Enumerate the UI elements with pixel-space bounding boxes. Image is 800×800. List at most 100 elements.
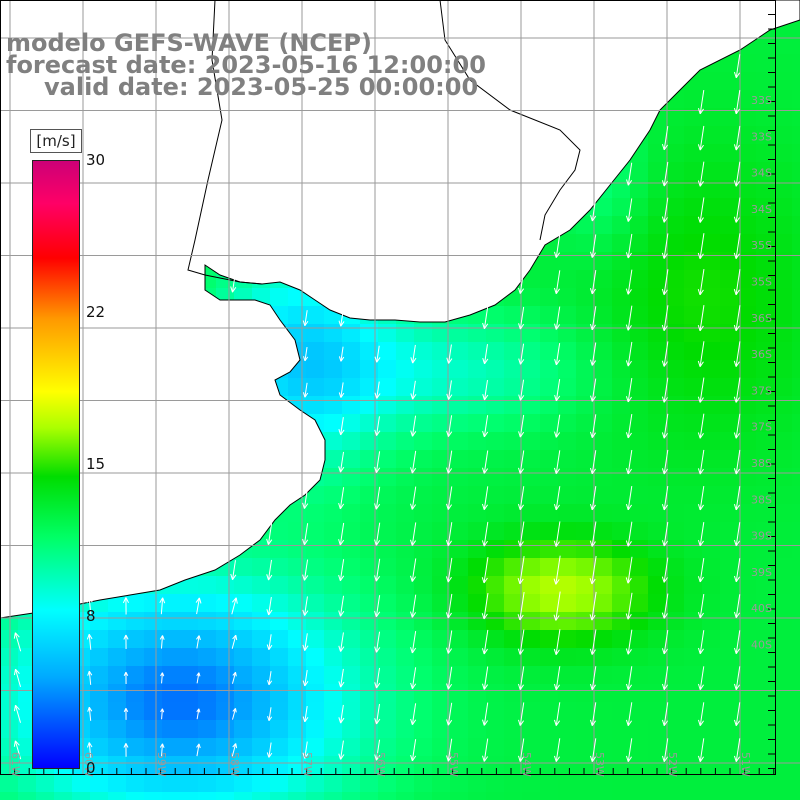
wind-arrow bbox=[554, 306, 561, 330]
wind-arrow bbox=[589, 629, 597, 655]
wind-arrow bbox=[697, 702, 705, 726]
wind-arrow bbox=[517, 629, 525, 655]
wind-arrow bbox=[517, 270, 525, 294]
valid-date-title: valid date: 2023-05-25 00:00:00 bbox=[44, 73, 479, 101]
wind-arrow bbox=[553, 702, 561, 726]
wind-arrow bbox=[230, 271, 237, 293]
lon-label: 59W bbox=[155, 752, 168, 777]
lat-label: 40S bbox=[751, 639, 772, 652]
wind-arrow bbox=[410, 415, 417, 437]
wind-arrow bbox=[481, 521, 489, 547]
wind-arrow bbox=[266, 596, 273, 616]
wind-arrow bbox=[160, 708, 165, 720]
wind-arrow bbox=[625, 413, 633, 439]
lat-label: 39S bbox=[751, 530, 772, 543]
wind-arrow bbox=[661, 233, 669, 259]
wind-arrow bbox=[518, 379, 525, 401]
wind-arrow bbox=[697, 233, 705, 260]
wind-arrow bbox=[410, 380, 417, 400]
wind-arrow bbox=[517, 738, 525, 762]
wind-arrow bbox=[697, 413, 705, 439]
wind-arrow bbox=[518, 414, 525, 438]
colorbar-tick-30: 30 bbox=[86, 151, 106, 169]
wind-arrow bbox=[733, 449, 741, 475]
wind-arrow bbox=[86, 742, 93, 758]
axis-labels: 61W 60W 59W 58W 57W 56W 55W 54W 53W 52W 51W 33S 33S 3… bbox=[9, 94, 772, 777]
wind-arrow bbox=[661, 413, 669, 439]
wind-arrow bbox=[123, 634, 129, 650]
wind-arrow bbox=[661, 486, 669, 511]
wind-arrow bbox=[302, 633, 309, 651]
wind-arrow bbox=[733, 377, 741, 403]
lat-label: 35S bbox=[751, 239, 772, 252]
wind-arrow bbox=[87, 706, 93, 721]
wind-arrow bbox=[733, 522, 741, 547]
wind-arrow bbox=[626, 198, 633, 222]
wind-arrow bbox=[661, 269, 669, 296]
wind-arrow bbox=[302, 487, 309, 509]
lon-label: 54W bbox=[520, 752, 533, 777]
wind-arrow bbox=[517, 666, 525, 690]
lon-label: 51W bbox=[739, 752, 752, 777]
wind-arrow bbox=[481, 486, 489, 510]
wind-arrow bbox=[697, 630, 705, 655]
wind-arrow bbox=[518, 343, 525, 365]
wind-arrow bbox=[697, 341, 705, 367]
wind-arrow bbox=[374, 739, 381, 761]
wind-arrow bbox=[733, 197, 741, 223]
wind-arrow bbox=[661, 557, 669, 583]
wind-arrow bbox=[733, 558, 741, 583]
wind-arrow bbox=[266, 523, 273, 545]
wind-arrow bbox=[231, 597, 238, 615]
wind-arrow bbox=[446, 702, 453, 726]
wind-arrow bbox=[481, 556, 489, 584]
wind-arrow bbox=[625, 521, 633, 547]
wind-arrow bbox=[446, 666, 453, 690]
wind-arrow bbox=[410, 558, 417, 582]
lat-label: 37S bbox=[751, 421, 772, 434]
wind-arrow bbox=[410, 450, 417, 474]
wind-arrow bbox=[266, 559, 273, 581]
colorbar-tick-8: 8 bbox=[86, 607, 96, 625]
wind-arrow bbox=[338, 522, 345, 546]
wind-arrow bbox=[590, 234, 597, 258]
wind-arrow bbox=[589, 521, 597, 547]
wind-arrow bbox=[517, 450, 525, 474]
wind-arrow bbox=[697, 161, 705, 187]
wind-arrow bbox=[697, 197, 705, 223]
wind-arrow bbox=[697, 486, 705, 511]
wind-arrow bbox=[410, 703, 417, 725]
wind-arrow bbox=[697, 449, 705, 475]
wind-arrow bbox=[661, 197, 669, 223]
wind-arrow bbox=[554, 343, 561, 366]
wind-arrow bbox=[553, 591, 561, 621]
wind-arrow bbox=[625, 629, 633, 655]
colorbar-unit-label: [m/s] bbox=[30, 129, 82, 153]
wind-arrow bbox=[196, 635, 201, 649]
lat-label: 38S bbox=[751, 457, 772, 470]
wind-arrow bbox=[374, 486, 381, 510]
model-title: modelo GEFS-WAVE (NCEP) bbox=[6, 29, 372, 57]
wind-arrow bbox=[302, 559, 309, 581]
lat-label: 36S bbox=[751, 348, 772, 361]
wind-arrow bbox=[625, 449, 633, 475]
wind-arrow bbox=[625, 666, 633, 691]
wind-arrow bbox=[589, 702, 597, 726]
land-area bbox=[0, 0, 800, 618]
wind-arrow bbox=[338, 704, 345, 724]
wind-arrow bbox=[553, 738, 561, 762]
wind-arrow bbox=[517, 702, 525, 726]
lon-label: 61W bbox=[9, 752, 22, 777]
wind-arrow bbox=[338, 595, 345, 617]
wind-arrow bbox=[196, 743, 201, 757]
wind-arrow bbox=[697, 125, 705, 151]
wind-arrow bbox=[625, 486, 633, 511]
colorbar-tick-0: 0 bbox=[86, 759, 96, 777]
wind-arrow bbox=[446, 738, 453, 762]
wind-arrow bbox=[123, 743, 129, 757]
wind-arrow bbox=[87, 670, 93, 685]
lat-label: 36S bbox=[751, 312, 772, 325]
wind-arrow bbox=[553, 450, 561, 474]
wind-arrow bbox=[481, 629, 489, 655]
